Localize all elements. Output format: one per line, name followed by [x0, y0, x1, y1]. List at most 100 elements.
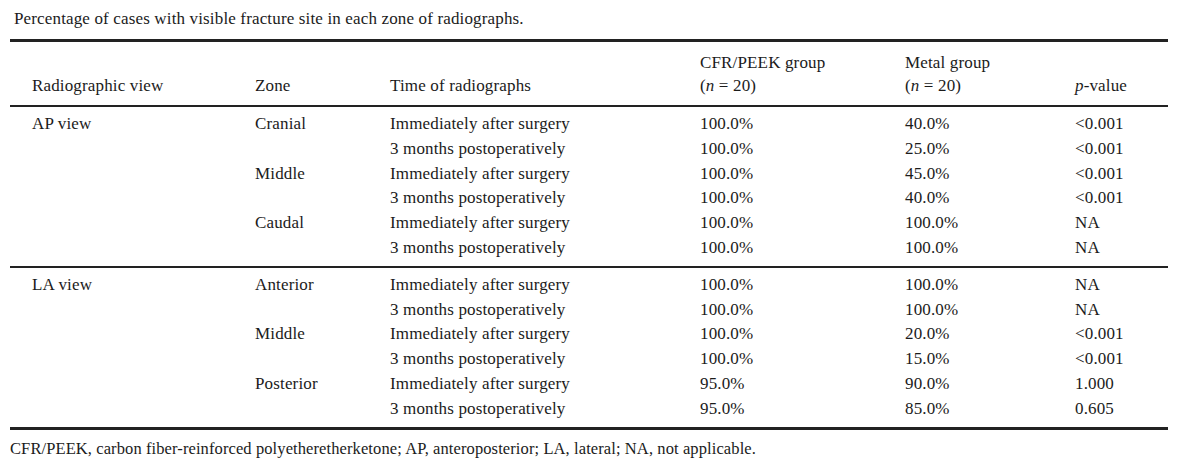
cfr-peek-n-label: (n = 20) — [700, 76, 756, 95]
cell-cfr-peek: 100.0% — [678, 236, 883, 267]
cell-p-value: <0.001 — [1053, 347, 1168, 372]
cell-metal: 20.0% — [883, 322, 1053, 347]
cell-cfr-peek: 100.0% — [678, 298, 883, 323]
cell-cfr-peek: 95.0% — [678, 372, 883, 397]
cell-zone: Anterior — [233, 267, 368, 298]
table-row: 3 months postoperatively 100.0% 15.0% <0… — [10, 347, 1168, 372]
table-header: Radiographic view Zone Time of radiograp… — [10, 41, 1168, 107]
cell-time: Immediately after surgery — [368, 211, 678, 236]
table-footnote: CFR/PEEK, carbon fiber-reinforced polyet… — [0, 430, 1180, 460]
cell-cfr-peek: 100.0% — [678, 267, 883, 298]
cell-p-value: 0.605 — [1053, 397, 1168, 428]
cell-metal: 40.0% — [883, 186, 1053, 211]
cell-time: Immediately after surgery — [368, 267, 678, 298]
metal-group-label: Metal group — [905, 53, 990, 72]
table-row: 3 months postoperatively 100.0% 100.0% N… — [10, 298, 1168, 323]
table-row: 3 months postoperatively 100.0% 25.0% <0… — [10, 137, 1168, 162]
cell-time: Immediately after surgery — [368, 162, 678, 187]
cell-time: 3 months postoperatively — [368, 137, 678, 162]
cell-view: LA view — [10, 267, 233, 298]
cell-p-value: <0.001 — [1053, 186, 1168, 211]
column-header-time: Time of radiographs — [368, 41, 678, 107]
cell-time: 3 months postoperatively — [368, 347, 678, 372]
cell-time: 3 months postoperatively — [368, 186, 678, 211]
cell-cfr-peek: 100.0% — [678, 106, 883, 137]
cell-view — [10, 162, 233, 187]
cell-time: Immediately after surgery — [368, 106, 678, 137]
table-row: Middle Immediately after surgery 100.0% … — [10, 322, 1168, 347]
p-value-label: p-value — [1075, 76, 1127, 95]
table-row: Caudal Immediately after surgery 100.0% … — [10, 211, 1168, 236]
column-header-radiographic-view: Radiographic view — [10, 41, 233, 107]
column-header-metal-group: Metal group (n = 20) — [883, 41, 1053, 107]
cell-view — [10, 186, 233, 211]
cell-p-value: NA — [1053, 236, 1168, 267]
cell-view — [10, 211, 233, 236]
cell-metal: 100.0% — [883, 298, 1053, 323]
cell-view — [10, 397, 233, 428]
cell-metal: 25.0% — [883, 137, 1053, 162]
cell-p-value: <0.001 — [1053, 106, 1168, 137]
table-row: 3 months postoperatively 100.0% 40.0% <0… — [10, 186, 1168, 211]
cell-metal: 90.0% — [883, 372, 1053, 397]
cell-metal: 100.0% — [883, 267, 1053, 298]
table-row: AP view Cranial Immediately after surger… — [10, 106, 1168, 137]
cell-view — [10, 137, 233, 162]
table-caption: Percentage of cases with visible fractur… — [0, 0, 1180, 30]
table-row: Middle Immediately after surgery 100.0% … — [10, 162, 1168, 187]
cell-metal: 100.0% — [883, 236, 1053, 267]
metal-n-label: (n = 20) — [905, 76, 961, 95]
cell-zone — [233, 236, 368, 267]
cell-zone: Cranial — [233, 106, 368, 137]
radiograph-results-table: Radiographic view Zone Time of radiograp… — [10, 39, 1168, 430]
column-header-zone: Zone — [233, 41, 368, 107]
time-label: Time of radiographs — [390, 76, 531, 95]
table-row: 3 months postoperatively 100.0% 100.0% N… — [10, 236, 1168, 267]
cell-zone: Middle — [233, 162, 368, 187]
cell-time: 3 months postoperatively — [368, 298, 678, 323]
cell-cfr-peek: 100.0% — [678, 322, 883, 347]
cell-zone — [233, 186, 368, 211]
cell-p-value: NA — [1053, 211, 1168, 236]
cfr-peek-group-label: CFR/PEEK group — [700, 53, 825, 72]
paper-table-page: Percentage of cases with visible fractur… — [0, 0, 1180, 470]
cell-cfr-peek: 100.0% — [678, 347, 883, 372]
cell-zone: Posterior — [233, 372, 368, 397]
cell-time: 3 months postoperatively — [368, 397, 678, 428]
cell-view — [10, 347, 233, 372]
cell-view — [10, 322, 233, 347]
cell-cfr-peek: 95.0% — [678, 397, 883, 428]
table-row: LA view Anterior Immediately after surge… — [10, 267, 1168, 298]
cell-metal: 85.0% — [883, 397, 1053, 428]
cell-time: 3 months postoperatively — [368, 236, 678, 267]
cell-p-value: <0.001 — [1053, 322, 1168, 347]
cell-p-value: 1.000 — [1053, 372, 1168, 397]
cell-zone: Middle — [233, 322, 368, 347]
cell-view: AP view — [10, 106, 233, 137]
cell-zone: Caudal — [233, 211, 368, 236]
cell-zone — [233, 137, 368, 162]
cell-zone — [233, 298, 368, 323]
cell-p-value: <0.001 — [1053, 137, 1168, 162]
zone-label: Zone — [255, 76, 291, 95]
cell-zone — [233, 347, 368, 372]
cell-p-value: NA — [1053, 267, 1168, 298]
radiographic-view-label: Radiographic view — [32, 76, 163, 95]
table-row: Posterior Immediately after surgery 95.0… — [10, 372, 1168, 397]
cell-metal: 100.0% — [883, 211, 1053, 236]
table-row: 3 months postoperatively 95.0% 85.0% 0.6… — [10, 397, 1168, 428]
cell-time: Immediately after surgery — [368, 322, 678, 347]
cell-view — [10, 372, 233, 397]
cell-p-value: <0.001 — [1053, 162, 1168, 187]
cell-cfr-peek: 100.0% — [678, 211, 883, 236]
table-container: Radiographic view Zone Time of radiograp… — [10, 39, 1168, 430]
cell-p-value: NA — [1053, 298, 1168, 323]
cell-zone — [233, 397, 368, 428]
cell-metal: 15.0% — [883, 347, 1053, 372]
cell-cfr-peek: 100.0% — [678, 162, 883, 187]
cell-cfr-peek: 100.0% — [678, 137, 883, 162]
cell-view — [10, 236, 233, 267]
table-body: AP view Cranial Immediately after surger… — [10, 106, 1168, 428]
cell-metal: 40.0% — [883, 106, 1053, 137]
column-header-p-value: p-value — [1053, 41, 1168, 107]
